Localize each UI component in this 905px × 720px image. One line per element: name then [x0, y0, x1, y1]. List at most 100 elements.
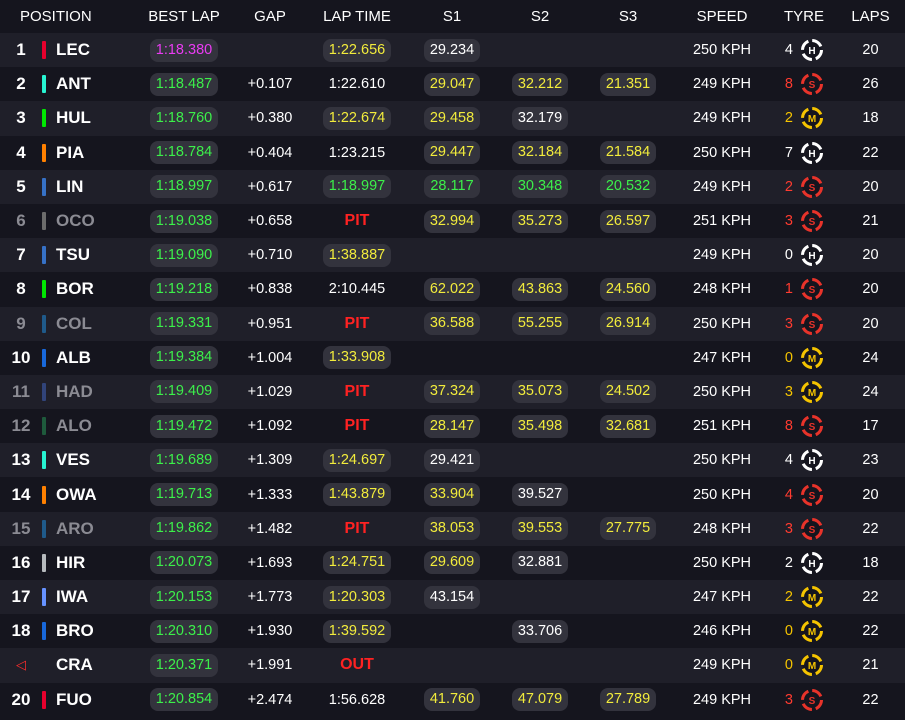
best-lap-cell: 1:20.371 [134, 648, 234, 682]
table-row[interactable]: ◁ CRA 1:20.371 +1.991 OUT 249 KPH 0 M 21 [0, 648, 905, 683]
table-row[interactable]: 18 BRO 1:20.310 +1.930 1:39.592 33.706 246 KPH… [0, 614, 905, 649]
table-row[interactable]: 17 IWA 1:20.153 +1.773 1:20.303 43.154 247 KPH… [0, 580, 905, 615]
table-row[interactable]: 3 HUL 1:18.760 +0.380 1:22.674 29.458 32.179 24… [0, 101, 905, 136]
s1-time: 29.447 [423, 141, 481, 165]
table-row[interactable]: 5 LIN 1:18.997 +0.617 1:18.997 28.117 30.348 20… [0, 169, 905, 204]
s1-time: 29.234 [423, 38, 481, 62]
team-color-bar [42, 485, 46, 504]
best-lap-value: 1:20.153 [149, 585, 219, 609]
lap-time-cell: 1:33.908 [306, 341, 408, 375]
s2-time: 30.348 [511, 175, 569, 199]
table-row[interactable]: 16 HIR 1:20.073 +1.693 1:24.751 29.609 32.881 2… [0, 545, 905, 580]
s2-time: 33.706 [511, 619, 569, 643]
gap-cell: +0.710 [234, 238, 306, 272]
tyre-compound-icon: S [801, 278, 823, 301]
lap-time-cell: PIT [306, 307, 408, 341]
s3-cell: 27.789 [584, 683, 672, 717]
laps-value: 20 [862, 178, 879, 195]
team-color-cell [42, 409, 56, 443]
best-lap-cell: 1:18.784 [134, 136, 234, 170]
team-color-cell [42, 614, 56, 648]
s1-cell [408, 238, 496, 272]
svg-text:S: S [809, 183, 816, 194]
laps-cell: 26 [836, 67, 905, 101]
best-lap-cell: 1:19.713 [134, 477, 234, 511]
svg-text:H: H [808, 559, 815, 570]
tyre-age: 0 [784, 247, 793, 264]
svg-text:M: M [808, 593, 816, 604]
s3-cell: 27.775 [584, 512, 672, 546]
table-row[interactable]: 11 HAD 1:19.409 +1.029 PIT 37.324 35.073 24.502… [0, 374, 905, 410]
s1-time: 28.147 [423, 414, 481, 438]
speed-value: 247 KPH [692, 349, 752, 366]
lap-time-cell: 1:20.303 [306, 580, 408, 614]
table-row[interactable]: 10 ALB 1:19.384 +1.004 1:33.908 247 KPH 0 M 24 [0, 340, 905, 375]
table-row[interactable]: 1 LEC 1:18.380 1:22.656 29.234 250 KPH 4 H 20 [0, 33, 905, 68]
driver-code-cell: OWA [56, 477, 134, 511]
table-row[interactable]: 15 ARO 1:19.862 +1.482 PIT 38.053 39.553 27.775… [0, 511, 905, 546]
laps-cell: 22 [836, 580, 905, 614]
speed-cell: 249 KPH [672, 170, 772, 204]
header-lap-time: LAP TIME [323, 8, 391, 25]
team-color-bar [42, 212, 46, 231]
table-header: POSITION BEST LAP GAP LAP TIME S1 S2 S3 … [0, 0, 905, 33]
laps-cell: 24 [836, 375, 905, 409]
gap-value: +0.951 [247, 315, 293, 332]
lap-time-value: 1:24.697 [322, 448, 392, 472]
tyre-age: 2 [784, 589, 793, 606]
laps-cell: 22 [836, 614, 905, 648]
table-row[interactable]: 13 VES 1:19.689 +1.309 1:24.697 29.421 250 KPH… [0, 443, 905, 478]
best-lap-cell: 1:19.038 [134, 204, 234, 238]
lap-time-cell: 1:22.674 [306, 101, 408, 135]
s3-time: 21.351 [599, 72, 657, 96]
position-number: 3 [16, 108, 26, 128]
s1-time: 29.421 [423, 448, 481, 472]
lap-time-value: 1:22.610 [328, 76, 386, 93]
driver-code-cell: OCO [56, 204, 134, 238]
gap-value: +1.773 [247, 589, 293, 606]
laps-cell: 22 [836, 512, 905, 546]
gap-value: +1.029 [247, 383, 293, 400]
position-cell: 16 [0, 546, 42, 580]
speed-value: 249 KPH [692, 76, 752, 93]
position-cell: 15 [0, 512, 42, 546]
best-lap-cell: 1:18.760 [134, 101, 234, 135]
table-row[interactable]: 9 COL 1:19.331 +0.951 PIT 36.588 55.255 26.914 2… [0, 306, 905, 341]
table-row[interactable]: 8 BOR 1:19.218 +0.838 2:10.445 62.022 43.863 24… [0, 272, 905, 307]
s3-cell: 21.351 [584, 67, 672, 101]
driver-code: IWA [56, 587, 89, 607]
tyre-age: 0 [784, 349, 793, 366]
team-color-bar [42, 519, 46, 538]
team-color-cell [42, 580, 56, 614]
lap-time-cell: 1:43.879 [306, 477, 408, 511]
tyre-age: 2 [784, 178, 793, 195]
driver-code: HAD [56, 381, 93, 401]
position-number: 10 [11, 347, 31, 367]
speed-value: 249 KPH [692, 691, 752, 708]
table-row[interactable]: 12 ALO 1:19.472 +1.092 PIT 28.147 35.498 32.681… [0, 409, 905, 444]
table-row[interactable]: 6 OCO 1:19.038 +0.658 PIT 32.994 35.273 26.597 2… [0, 203, 905, 239]
table-row[interactable]: 2 ANT 1:18.487 +0.107 1:22.610 29.047 32.212 21… [0, 67, 905, 102]
s1-cell: 43.154 [408, 580, 496, 614]
table-row[interactable]: 4 PIA 1:18.784 +0.404 1:23.215 29.447 32.184 21… [0, 135, 905, 170]
lap-time-cell: PIT [306, 204, 408, 238]
driver-code: ALB [56, 347, 91, 367]
table-row[interactable]: 20 FUO 1:20.854 +2.474 1:56.628 41.760 47.079 2… [0, 682, 905, 717]
best-lap-cell: 1:20.153 [134, 580, 234, 614]
gap-value: +0.838 [247, 281, 293, 298]
table-row[interactable]: 7 TSU 1:19.090 +0.710 1:38.887 249 KPH 0 H 20 [0, 238, 905, 273]
team-color-bar [42, 417, 46, 436]
lap-time-cell: 1:38.887 [306, 238, 408, 272]
s2-cell [496, 33, 584, 67]
s2-time: 47.079 [511, 688, 569, 712]
s1-cell [408, 648, 496, 682]
speed-value: 250 KPH [692, 486, 752, 503]
position-number: 18 [11, 621, 31, 641]
table-row[interactable]: 14 OWA 1:19.713 +1.333 1:43.879 33.904 39.527 2… [0, 477, 905, 512]
